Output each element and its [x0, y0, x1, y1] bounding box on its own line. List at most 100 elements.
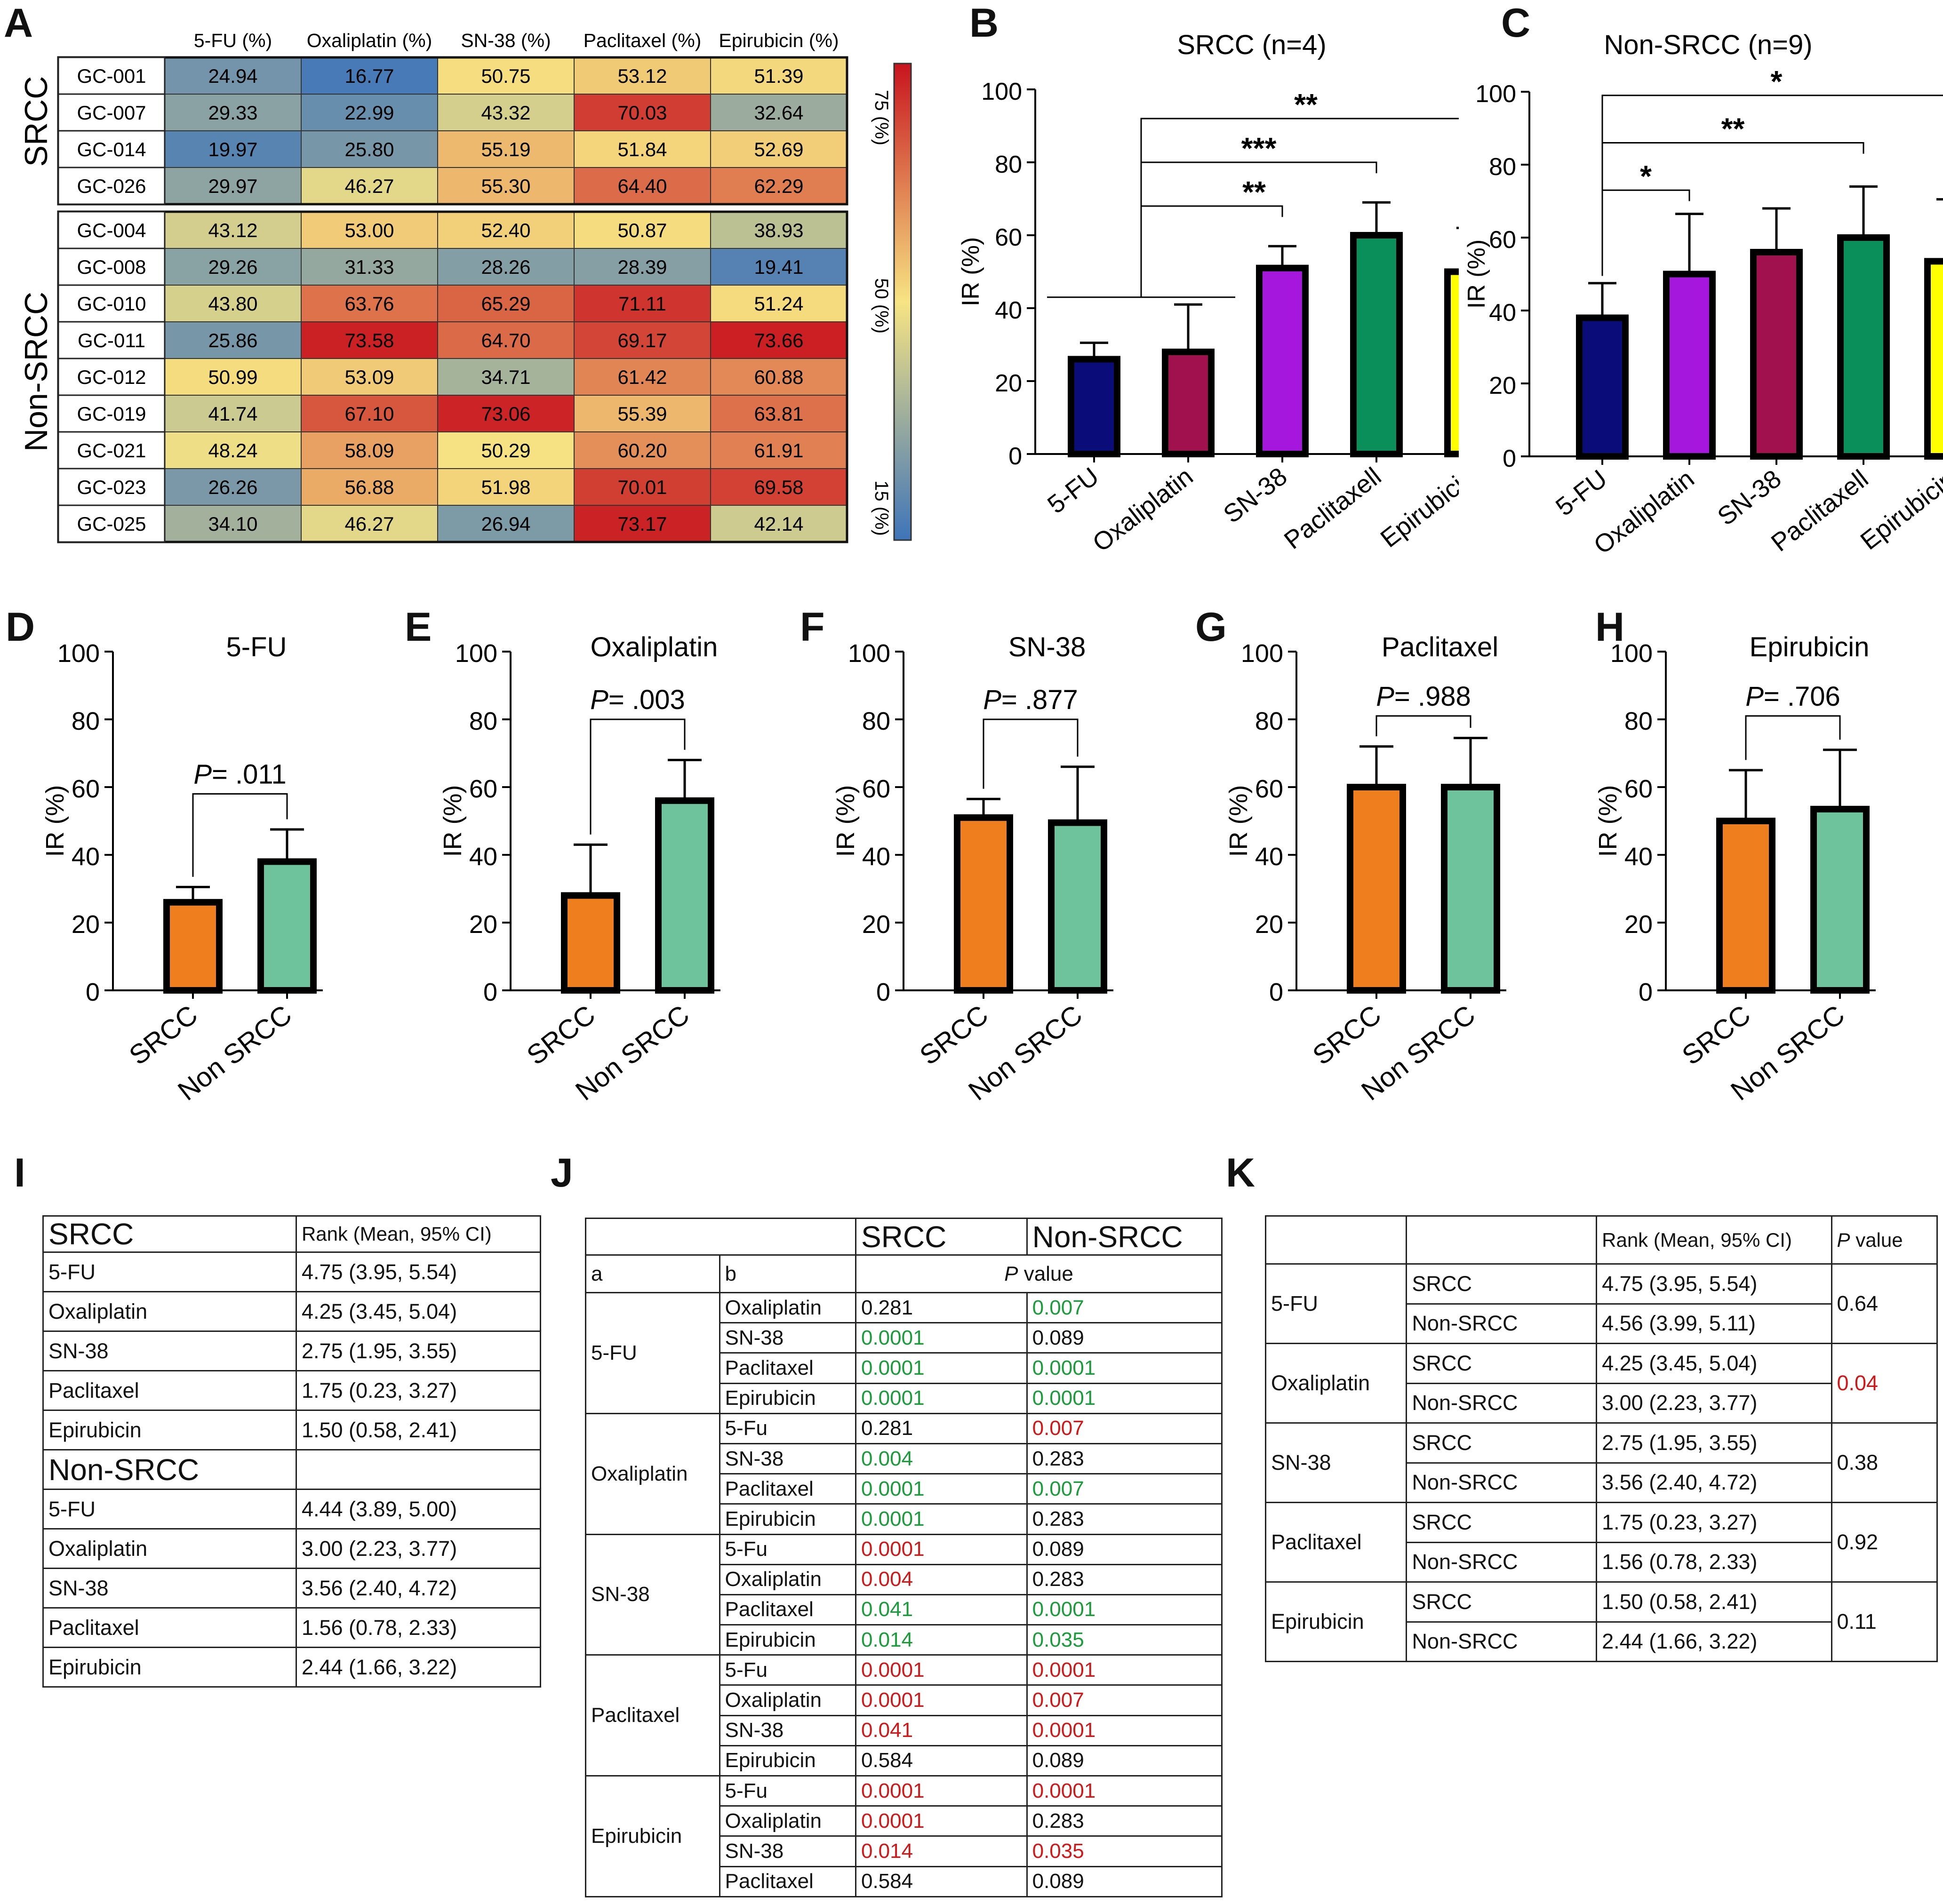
- heatmap-row-label: GC-026: [77, 175, 146, 197]
- drug-b: Oxaliplatin: [719, 1291, 856, 1324]
- table-subheader-non-srcc: Non-SRCC: [42, 1449, 297, 1490]
- heatmap-col-header: SN-38 (%): [461, 30, 551, 51]
- x-tick-label: Oxaliplatin: [1087, 462, 1199, 558]
- p-value-label: P= .003: [590, 685, 685, 715]
- drug-b: Paclitaxel: [719, 1352, 856, 1384]
- significance-bracket: [1745, 715, 1841, 760]
- p-value-label: P= .877: [983, 685, 1078, 715]
- heatmap-cell-value: 70.01: [617, 476, 667, 498]
- drug-name: Paclitaxel: [1264, 1502, 1407, 1583]
- heatmap-cell: [437, 431, 575, 469]
- group-label-srcc: SRCC: [18, 76, 54, 167]
- chart-title: Oxaliplatin: [591, 632, 718, 662]
- heatmap-cell-value: 32.64: [754, 102, 803, 124]
- table-row: SN-38 SRCC 2.75 (1.95, 3.55) 0.38: [1264, 1422, 1938, 1503]
- drug-name: Oxaliplatin: [42, 1291, 297, 1332]
- p-letter: P: [1004, 1262, 1018, 1285]
- y-tick-label: 100: [57, 639, 100, 668]
- p-value-text: = .706: [1764, 681, 1840, 712]
- table-header-pvalue: P value: [855, 1254, 1223, 1293]
- heatmap-cell: [164, 167, 302, 205]
- p-value: 0.38: [1831, 1422, 1938, 1503]
- drug-b: 5-Fu: [719, 1654, 856, 1686]
- significance-bracket: [192, 793, 288, 877]
- table-row: a b P value: [585, 1254, 1223, 1293]
- panel-label-e: E: [405, 605, 432, 650]
- chart-title: SRCC (n=4): [1177, 30, 1326, 60]
- heatmap-cell: [437, 468, 575, 506]
- y-tick-label: 100: [848, 639, 890, 668]
- p-value: 0.04: [1831, 1343, 1938, 1424]
- heatmap-cell-value: 42.14: [754, 513, 803, 535]
- x-tick-label: Epirubicin: [1855, 464, 1943, 555]
- table-row: Epirubicin 0.584 0.089: [586, 1745, 1223, 1777]
- heatmap-cell-value: 50.99: [208, 366, 257, 388]
- heatmap-cell: [574, 505, 711, 542]
- group-label: SRCC: [1406, 1422, 1598, 1464]
- panel-label-j: J: [551, 1150, 573, 1195]
- bar: [1810, 805, 1870, 994]
- drug-a: Paclitaxel: [585, 1654, 720, 1777]
- heatmap-row-label: GC-007: [77, 102, 146, 124]
- rank-value: 4.75 (3.95, 5.54): [1596, 1263, 1832, 1305]
- table-row: 5-FU SRCC 4.75 (3.95, 5.54) 0.64: [1264, 1263, 1938, 1344]
- drug-b: 5-Fu: [719, 1775, 856, 1807]
- table-rank-compare: Rank (Mean, 95% CI) P value 5-FU SRCC 4.75…: [1264, 1215, 1938, 1662]
- heatmap-cell: [164, 431, 302, 469]
- table-row: Epirubicin 2.44 (1.66, 3.22): [42, 1647, 542, 1688]
- table-row: Epirubicin 5-Fu 0.0001 0.0001: [585, 1775, 1223, 1897]
- table-header-pvalue: P value: [1831, 1215, 1938, 1265]
- p-value-srcc: 0.041: [855, 1714, 1028, 1746]
- rank-value: 4.56 (3.99, 5.11): [1596, 1303, 1832, 1344]
- significance-bracket: [1140, 118, 1459, 297]
- y-axis-label: IR (%): [957, 237, 984, 306]
- p-value-non-srcc: 0.035: [1026, 1835, 1223, 1867]
- rank-value: 1.50 (0.58, 2.41): [295, 1410, 542, 1450]
- y-tick-label: 20: [469, 910, 497, 939]
- p-value-non-srcc: 0.007: [1026, 1412, 1223, 1444]
- bar: [1837, 234, 1890, 460]
- rank-value: 3.56 (2.40, 4.72): [1596, 1462, 1832, 1503]
- y-tick-label: 60: [1489, 226, 1516, 254]
- x-tick-label: Paclitaxell: [1766, 464, 1874, 557]
- table-row: Oxaliplatin 4.25 (3.45, 5.04): [42, 1291, 542, 1332]
- heatmap-cell-value: 46.27: [344, 513, 394, 535]
- drug-b: Oxaliplatin: [719, 1563, 856, 1595]
- group-label: Non-SRCC: [1406, 1621, 1598, 1662]
- p-value-srcc: 0.281: [855, 1412, 1028, 1444]
- bar: [1663, 271, 1716, 460]
- heatmap-cell: [437, 130, 575, 168]
- p-value-srcc: 0.0001: [855, 1654, 1028, 1686]
- heatmap-row-label-cell: [57, 358, 166, 396]
- heatmap-row-label: GC-021: [77, 439, 146, 462]
- heatmap-cell-value: 73.06: [481, 403, 530, 425]
- rank-value: 4.44 (3.89, 5.00): [295, 1489, 542, 1530]
- heatmap-cell-value: 67.10: [344, 403, 394, 425]
- heatmap-cell: [164, 94, 302, 131]
- heatmap-cell: [301, 94, 438, 131]
- p-letter: P: [590, 685, 608, 715]
- heatmap-cell: [301, 167, 438, 205]
- heatmap-row-label-cell: [57, 284, 166, 323]
- heatmap-cell: [437, 321, 575, 359]
- y-tick-label: 0: [1008, 443, 1022, 470]
- y-tick-label: 40: [995, 297, 1022, 324]
- colorbar-label-15: 15 (%): [871, 480, 892, 536]
- significance-bracket: [590, 718, 686, 835]
- p-letter: P: [1745, 681, 1764, 712]
- heatmap-cell-value: 61.42: [617, 366, 667, 388]
- table-row: Oxaliplatin 0.0001 0.007: [586, 1684, 1223, 1716]
- y-tick-label: 60: [1624, 775, 1653, 803]
- heatmap-cell-value: 29.97: [208, 175, 257, 197]
- table-row: Paclitaxel 0.0001 0.007: [586, 1473, 1223, 1505]
- heatmap-cell-value: 28.26: [481, 256, 530, 278]
- p-value-srcc: 0.0001: [855, 1775, 1028, 1807]
- y-tick-label: 20: [72, 910, 100, 939]
- table-row: SN-38 3.56 (2.40, 4.72): [42, 1568, 542, 1609]
- significance-bracket: [1601, 95, 1943, 276]
- heatmap-cell-value: 28.39: [617, 256, 667, 278]
- heatmap-cell: [301, 395, 438, 432]
- y-tick-label: 40: [72, 843, 100, 871]
- group-label: Non-SRCC: [1406, 1303, 1598, 1344]
- panel-label-h: H: [1595, 605, 1625, 650]
